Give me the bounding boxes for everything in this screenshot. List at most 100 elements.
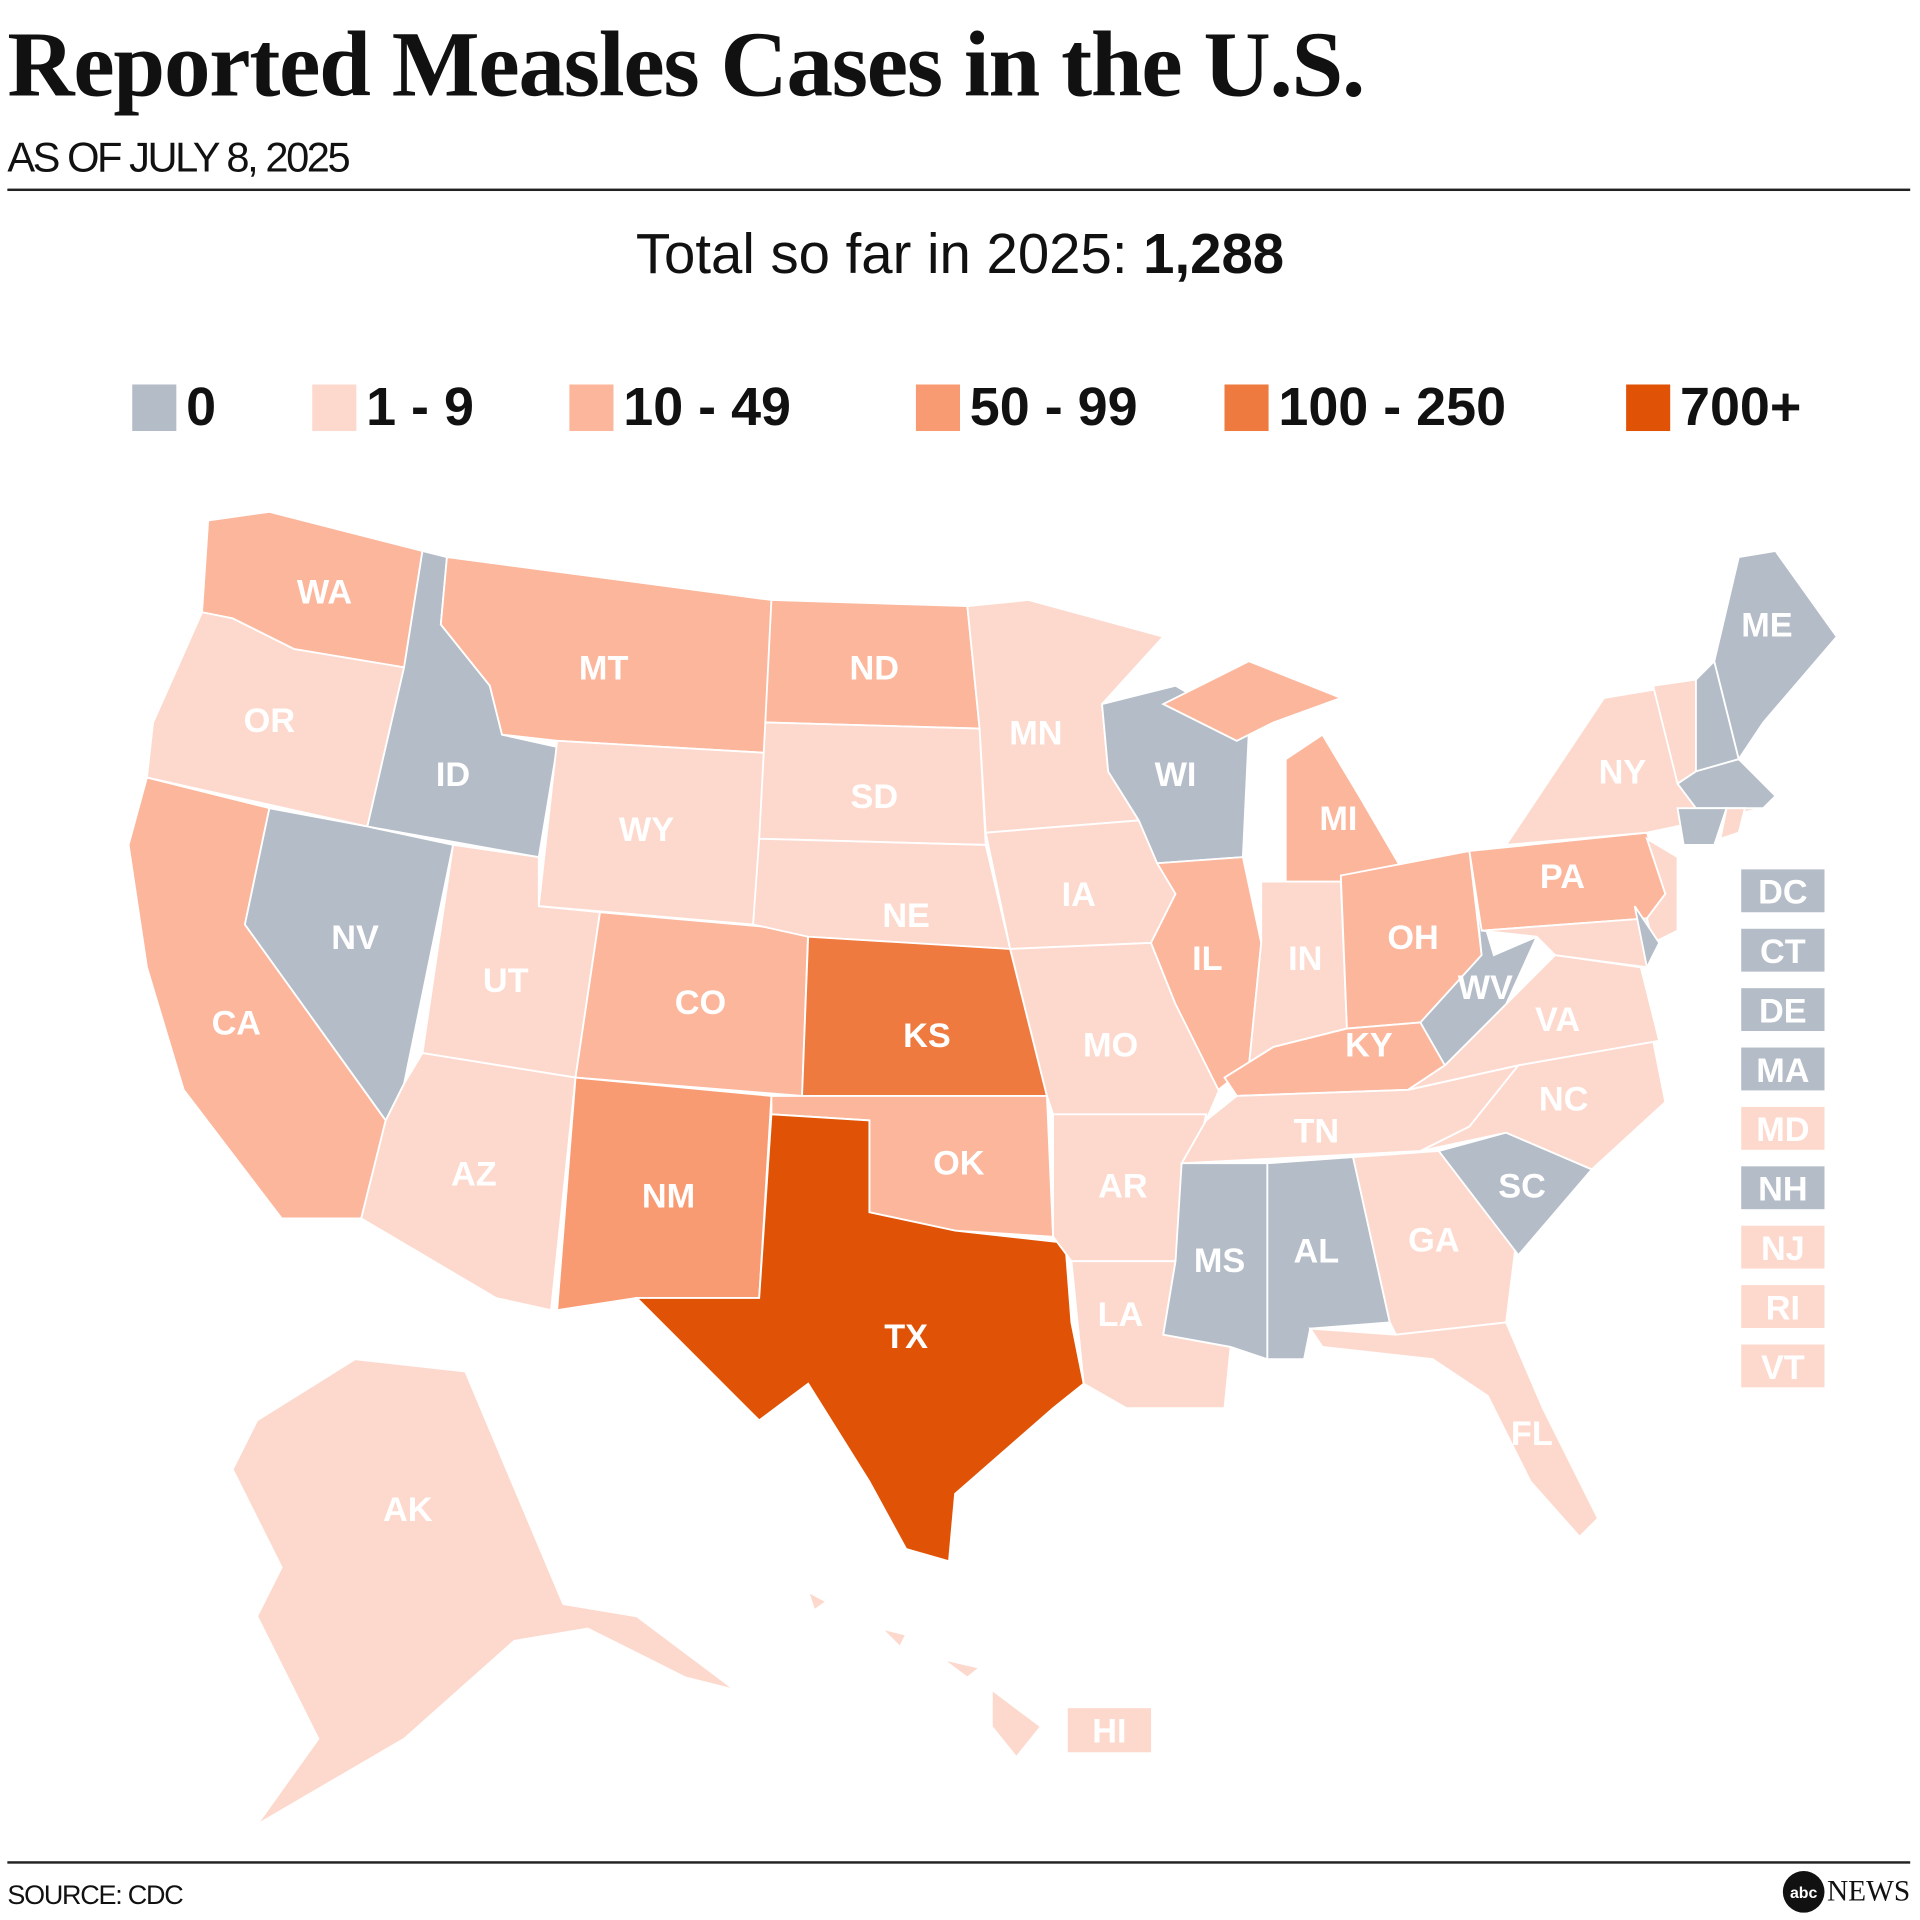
legend-item: 0 <box>132 377 216 438</box>
total-label: Total so far in 2025: <box>635 221 1128 286</box>
legend-label: 100 - 250 <box>1278 377 1507 438</box>
state-label: NY <box>1599 754 1647 792</box>
small-state-label: MA <box>1756 1052 1809 1090</box>
small-state-label: VT <box>1761 1349 1805 1387</box>
logo-mark: abc <box>1782 1871 1825 1913</box>
state-ak <box>231 1358 736 1826</box>
small-state-nh: NH <box>1741 1166 1825 1210</box>
state-label: OR <box>244 702 296 740</box>
small-state-nj: NJ <box>1741 1225 1825 1269</box>
state-ct <box>1676 807 1728 846</box>
state-label: ND <box>850 650 899 688</box>
small-state-ma: MA <box>1741 1047 1825 1091</box>
state-label: AR <box>1098 1168 1148 1206</box>
state-label: TN <box>1293 1112 1339 1150</box>
small-state-label: DC <box>1758 874 1808 912</box>
state-label: CO <box>675 984 726 1022</box>
small-state-vt: VT <box>1741 1344 1825 1388</box>
small-state-label: NH <box>1758 1171 1808 1209</box>
state-label: IN <box>1288 940 1322 978</box>
legend-item: 700+ <box>1626 377 1801 438</box>
small-state-box <box>1741 928 1825 972</box>
state-label: MO <box>1083 1027 1138 1065</box>
state-hi <box>806 1589 1043 1759</box>
legend-label: 10 - 49 <box>623 377 792 438</box>
state-ri <box>1719 807 1747 841</box>
legend: 0 1 - 9 10 - 49 50 - 99 100 - 250 700+ <box>0 377 1920 438</box>
state-label-box <box>1067 1708 1152 1753</box>
small-state-label: DE <box>1759 992 1807 1030</box>
state-label: FL <box>1511 1415 1553 1453</box>
state-label: KY <box>1345 1027 1393 1065</box>
small-state-label: RI <box>1766 1289 1800 1327</box>
state-label: OK <box>933 1144 985 1182</box>
state-label: ID <box>436 756 470 794</box>
subtitle: AS OF JULY 8, 2025 <box>7 134 350 182</box>
state-label: AZ <box>451 1155 497 1193</box>
state-label: AL <box>1293 1232 1339 1270</box>
state-label: HI <box>1092 1712 1126 1750</box>
small-state-de: DE <box>1741 988 1825 1032</box>
state-md <box>1481 917 1648 969</box>
small-state-label: NJ <box>1761 1230 1805 1268</box>
legend-swatch <box>569 384 614 432</box>
state-label: WA <box>297 574 352 612</box>
state-label: CA <box>212 1005 262 1043</box>
state-label: OH <box>1387 919 1438 957</box>
state-de <box>1633 905 1661 971</box>
legend-item: 10 - 49 <box>569 377 791 438</box>
state-label: IA <box>1062 876 1096 914</box>
small-state-ri: RI <box>1741 1285 1825 1328</box>
state-label: WY <box>619 811 674 849</box>
small-state-dc: DC <box>1741 869 1825 913</box>
state-label: IL <box>1192 940 1222 978</box>
small-state-label: CT <box>1760 933 1806 971</box>
state-label: SD <box>850 778 898 816</box>
legend-item: 100 - 250 <box>1224 377 1506 438</box>
small-state-box <box>1741 1106 1825 1150</box>
state-label: WI <box>1155 756 1197 794</box>
state-label: MI <box>1319 800 1357 838</box>
small-state-label: MD <box>1756 1111 1809 1149</box>
bottom-divider <box>7 1861 1911 1864</box>
state-label: NM <box>642 1177 695 1215</box>
state-label: NE <box>882 897 930 935</box>
page-title: Reported Measles Cases in the U.S. <box>7 13 1365 117</box>
legend-item: 50 - 99 <box>915 377 1138 438</box>
state-label: LA <box>1098 1296 1144 1334</box>
legend-label: 50 - 99 <box>969 377 1138 438</box>
small-state-box <box>1741 869 1825 913</box>
legend-swatch <box>1224 384 1269 432</box>
state-label: TX <box>884 1318 928 1356</box>
legend-swatch <box>132 384 177 432</box>
state-nc <box>1419 1039 1667 1171</box>
state-label: KS <box>903 1017 951 1055</box>
legend-swatch <box>1626 384 1671 432</box>
state-label: SC <box>1498 1168 1546 1206</box>
state-fl <box>1308 1321 1600 1539</box>
logo-text: NEWS <box>1826 1875 1911 1908</box>
source-note: SOURCE: CDC <box>7 1879 183 1911</box>
legend-item: 1 - 9 <box>312 377 474 438</box>
small-state-box <box>1741 1047 1825 1091</box>
small-state-box <box>1741 1285 1825 1328</box>
small-state-box <box>1741 988 1825 1032</box>
total-value: 1,288 <box>1143 221 1285 286</box>
state-label: PA <box>1540 858 1585 896</box>
state-label: MN <box>1009 714 1062 752</box>
total-cases: Total so far in 2025: 1,288 <box>0 220 1920 286</box>
state-label: VA <box>1535 1001 1580 1039</box>
state-az <box>360 1052 577 1312</box>
small-state-md: MD <box>1741 1106 1825 1150</box>
abc-news-logo: abc NEWS <box>1782 1871 1911 1913</box>
state-label: WV <box>1458 969 1513 1007</box>
state-label: ME <box>1741 607 1792 645</box>
state-label: UT <box>483 962 529 1000</box>
legend-label: 700+ <box>1680 377 1802 438</box>
top-divider <box>7 188 1911 191</box>
small-state-box <box>1741 1344 1825 1388</box>
legend-label: 0 <box>186 377 217 438</box>
state-label: NV <box>331 919 379 957</box>
small-state-box <box>1741 1166 1825 1210</box>
small-state-ct: CT <box>1741 928 1825 972</box>
